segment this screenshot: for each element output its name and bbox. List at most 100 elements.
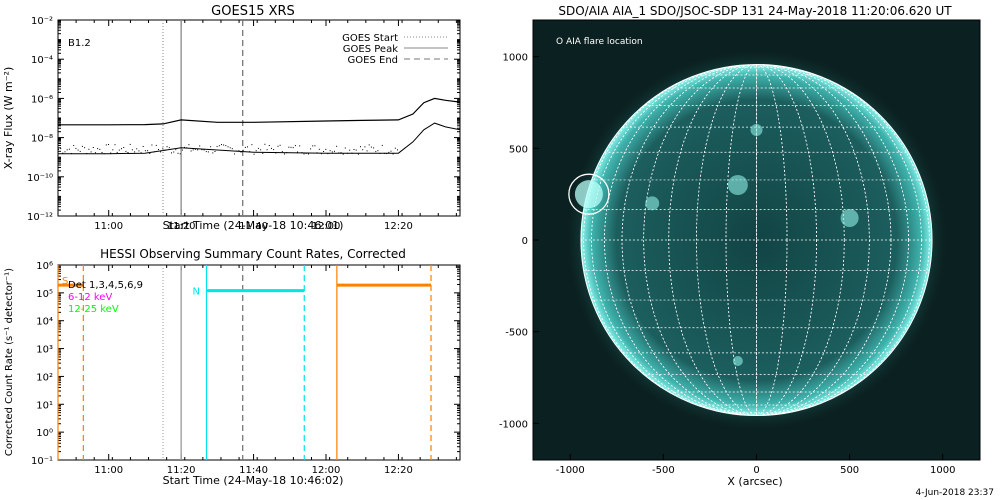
goes-noise-dot: [357, 153, 359, 155]
hessi-saa-marker: S: [62, 276, 68, 287]
goes-noise-dot: [249, 151, 251, 153]
goes-noise-dot: [151, 144, 153, 146]
goes-noise-dot: [62, 152, 64, 154]
goes-noise-dot: [340, 152, 342, 154]
goes-noise-dot: [103, 153, 105, 155]
aia-xlabel: X (arcsec): [727, 475, 782, 488]
hessi-ytick-label: 10⁶: [36, 261, 53, 272]
goes-event-lines: [162, 20, 244, 216]
goes-noise-dot: [288, 146, 290, 148]
goes-noise-dot: [253, 153, 255, 155]
goes-noise-dot: [188, 144, 190, 146]
goes-noise-dot: [264, 143, 266, 145]
goes-noise-dot: [68, 148, 70, 150]
goes-noise-dot: [125, 150, 127, 152]
aia-longitude-line: [725, 64, 788, 416]
goes-noise-dot: [305, 152, 307, 154]
goes-noise-dot: [334, 150, 335, 152]
goes-noise-dot: [342, 153, 344, 155]
goes-noise-dot: [297, 151, 298, 153]
goes-noise-dot: [168, 147, 170, 149]
aia-active-region: [645, 196, 660, 211]
aia-active-regions: [574, 124, 859, 366]
hessi-title: HESSI Observing Summary Count Rates, Cor…: [100, 247, 406, 261]
hessi-xtick-label: 12:20: [384, 465, 413, 476]
goes-legend-label: GOES End: [348, 55, 398, 66]
hessi-xtick-label: 11:40: [239, 465, 268, 476]
goes-noise-dot: [155, 144, 157, 146]
goes-noise-dot: [364, 146, 366, 148]
goes-noise-dot: [370, 146, 372, 148]
goes-noise-dot: [88, 148, 90, 150]
goes-xtick-label: 12:00: [312, 221, 341, 232]
goes-noise-dot: [238, 150, 240, 152]
goes-noise-dot: [131, 149, 133, 151]
goes-plot-frame: [57, 19, 461, 217]
goes-noise-dot: [290, 146, 292, 148]
goes-noise-dot: [197, 149, 199, 151]
aia-xtick-label: -1000: [556, 465, 585, 476]
goes-noise-dot: [229, 147, 231, 149]
goes-noise-dot: [177, 152, 179, 154]
goes-noise-dot: [158, 149, 159, 150]
goes-noise-dot: [71, 153, 72, 154]
hessi-plot-frame: [57, 264, 461, 461]
goes-noise-dot: [257, 147, 259, 149]
goes-noise-dot: [336, 145, 338, 147]
goes-noise-dot: [277, 145, 279, 147]
goes-y-axis: 10⁻¹² 10⁻¹⁰ 10⁻⁸ 10⁻⁶ 10⁻⁴ 10⁻²: [27, 16, 460, 223]
aia-active-region: [732, 356, 743, 366]
goes-noise-dot: [373, 147, 375, 149]
goes-noise-dot: [279, 144, 281, 146]
hessi-ylabel: Corrected Count Rate (s⁻¹ detector⁻¹): [4, 268, 15, 456]
goes-noise-dot: [273, 149, 275, 151]
goes-noise-dot: [118, 149, 120, 151]
goes-noise-dot: [244, 146, 246, 148]
aia-longitude-line: [604, 64, 909, 416]
goes-long-channel: [58, 97, 461, 126]
aia-flare-brightening: [574, 180, 603, 209]
goes-ytick-label: 10⁻⁶: [31, 94, 53, 105]
goes-noise-dot: [86, 153, 88, 154]
goes-noise-dot: [164, 149, 166, 151]
aia-ytick-label: 1000: [503, 53, 528, 64]
goes-noise-dot: [203, 149, 205, 151]
goes-noise-dot: [179, 153, 181, 155]
goes-noise-dot: [77, 149, 79, 151]
goes-noise-dot: [225, 145, 227, 147]
goes-noise-dot: [207, 151, 209, 153]
aia-longitude-line: [621, 64, 892, 416]
goes-noise-dot: [175, 149, 177, 151]
goes-noise-dot: [331, 151, 333, 153]
goes-noise-dot: [140, 152, 142, 154]
goes-ylabel: X-ray Flux (W m⁻²): [2, 67, 15, 169]
goes-noise-dot: [127, 152, 129, 153]
goes-noise-dot: [160, 151, 162, 153]
goes-noise-dot: [397, 149, 398, 151]
goes-noise-dot: [210, 146, 212, 148]
goes-noise-dot: [101, 152, 103, 153]
goes-noise-dot: [344, 147, 346, 149]
goes-noise-dot: [92, 147, 94, 148]
goes-noise-dot: [58, 148, 59, 150]
goes-noise-dot: [286, 152, 288, 154]
goes-title: GOES15 XRS: [211, 4, 295, 19]
goes-noise-dot: [181, 149, 183, 151]
goes-noise-dot: [84, 147, 86, 149]
hessi-ytick-label: 10⁴: [36, 317, 53, 328]
goes-noise-dot: [234, 153, 235, 155]
hessi-xlabel: Start Time (24-May-18 10:46:02): [163, 474, 344, 487]
goes-noise-dot: [375, 151, 377, 153]
aia-ytick-label: -500: [505, 328, 528, 339]
goes-noise-dot: [136, 148, 138, 150]
goes-ytick-label: 10⁻⁴: [31, 55, 53, 66]
goes-noise-dot: [166, 146, 168, 148]
goes-noise-dot: [149, 153, 151, 154]
goes-noise-dot: [173, 151, 175, 153]
goes-noise-dot: [75, 147, 77, 149]
aia-xtick-label: -500: [652, 465, 675, 476]
goes-ytick-label: 10⁻¹⁰: [27, 173, 53, 184]
goes-noise-dot: [114, 144, 116, 146]
goes-noise-dot: [316, 152, 318, 154]
